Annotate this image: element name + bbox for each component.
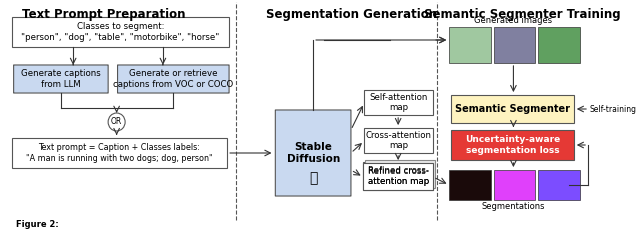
- Text: Self-training: Self-training: [590, 105, 637, 113]
- Text: Refined cross-
attention map: Refined cross- attention map: [367, 167, 429, 186]
- FancyBboxPatch shape: [493, 27, 535, 63]
- Text: Segmentations: Segmentations: [482, 202, 545, 211]
- FancyBboxPatch shape: [364, 162, 433, 190]
- Text: Generate captions
from LLM: Generate captions from LLM: [21, 69, 100, 89]
- Text: Uncertainty-aware
segmentation loss: Uncertainty-aware segmentation loss: [0, 233, 1, 234]
- FancyBboxPatch shape: [12, 138, 227, 168]
- Text: Refined cross-
attention map: Refined cross- attention map: [367, 166, 429, 186]
- Text: Text Prompt Preparation: Text Prompt Preparation: [22, 8, 185, 21]
- Text: Cross-attention
map: Cross-attention map: [365, 131, 431, 150]
- Text: Semantic Segmenter Training: Semantic Segmenter Training: [424, 8, 620, 21]
- FancyBboxPatch shape: [493, 170, 535, 200]
- Text: Semantic Segmenter: Semantic Segmenter: [455, 104, 570, 114]
- Text: Generate or retrieve
captions from VOC or COCO: Generate or retrieve captions from VOC o…: [113, 69, 234, 89]
- FancyBboxPatch shape: [451, 130, 574, 160]
- Text: Text prompt = Caption + Classes labels:
"A man is running with two dogs; dog, pe: Text prompt = Caption + Classes labels: …: [26, 143, 212, 163]
- FancyBboxPatch shape: [449, 27, 491, 63]
- FancyBboxPatch shape: [451, 95, 574, 123]
- Text: 🔒: 🔒: [309, 171, 317, 185]
- FancyBboxPatch shape: [449, 170, 491, 200]
- FancyBboxPatch shape: [12, 17, 229, 47]
- FancyBboxPatch shape: [364, 163, 433, 190]
- FancyBboxPatch shape: [118, 65, 229, 93]
- FancyBboxPatch shape: [538, 27, 580, 63]
- Text: OR: OR: [111, 117, 122, 127]
- FancyBboxPatch shape: [451, 130, 574, 160]
- FancyBboxPatch shape: [275, 110, 351, 196]
- Text: Classes to segment:
"person", "dog", "table", "motorbike", "horse": Classes to segment: "person", "dog", "ta…: [21, 22, 220, 42]
- Text: Generated images: Generated images: [474, 16, 552, 25]
- Text: Segmentation Generation: Segmentation Generation: [266, 8, 437, 21]
- Text: Uncertainty-aware
segmentation loss: Uncertainty-aware segmentation loss: [465, 135, 560, 155]
- Circle shape: [108, 113, 125, 131]
- FancyBboxPatch shape: [538, 170, 580, 200]
- FancyBboxPatch shape: [364, 128, 433, 153]
- FancyBboxPatch shape: [364, 90, 433, 115]
- FancyBboxPatch shape: [365, 160, 435, 188]
- FancyBboxPatch shape: [13, 65, 108, 93]
- Text: Self-attention
map: Self-attention map: [369, 93, 428, 112]
- Text: Figure 2:: Figure 2:: [17, 220, 62, 229]
- Text: Stable
Diffusion: Stable Diffusion: [287, 142, 340, 164]
